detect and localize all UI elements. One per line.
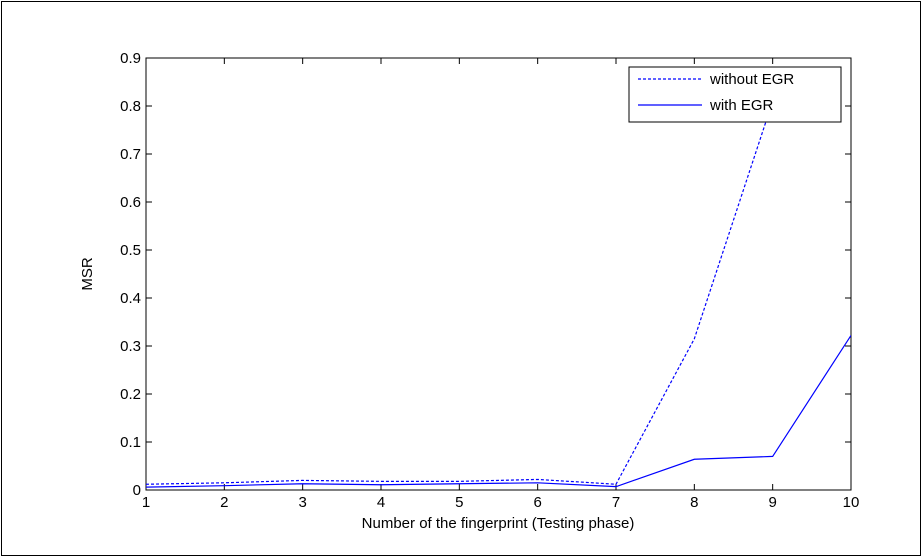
y-tick-label: 0: [133, 482, 141, 499]
x-tick-label: 10: [843, 494, 860, 511]
legend-box: [628, 66, 842, 123]
x-tick-label: 1: [142, 494, 150, 511]
x-tick-label: 4: [377, 494, 385, 511]
x-tick-label: 9: [768, 494, 776, 511]
y-axis: 0 0.1 0.2 0.3 0.4 0.5 0.6 0.7 0.8 0.9: [120, 50, 851, 499]
y-tick-label: 0.3: [120, 338, 141, 355]
y-tick-label: 0.7: [120, 146, 141, 163]
y-tick-label: 0.9: [120, 50, 141, 67]
y-tick-label: 0.6: [120, 194, 141, 211]
x-tick-label: 5: [455, 494, 463, 511]
y-tick-label: 0.5: [120, 242, 141, 259]
y-tick-label: 0.1: [120, 434, 141, 451]
series-line-without-egr: [146, 101, 774, 485]
x-tick-label: 6: [533, 494, 541, 511]
y-tick-label: 0.2: [120, 386, 141, 403]
legend-label-without-egr: without EGR: [709, 71, 794, 88]
x-tick-label: 8: [690, 494, 698, 511]
legend: without EGR with EGR: [628, 66, 842, 123]
x-axis: 1 2 3 4 5 6 7 8 9 10: [142, 58, 860, 511]
x-axis-label: Number of the fingerprint (Testing phase…: [362, 515, 635, 532]
series-layer: [146, 101, 851, 488]
y-tick-label: 0.8: [120, 98, 141, 115]
series-line-with-egr: [146, 335, 851, 488]
plot-area: [145, 57, 852, 491]
y-axis-label: MSR: [79, 257, 96, 291]
x-tick-label: 7: [612, 494, 620, 511]
x-tick-label: 2: [220, 494, 228, 511]
x-tick-label: 3: [298, 494, 306, 511]
y-tick-label: 0.4: [120, 290, 141, 307]
legend-label-with-egr: with EGR: [709, 97, 774, 114]
